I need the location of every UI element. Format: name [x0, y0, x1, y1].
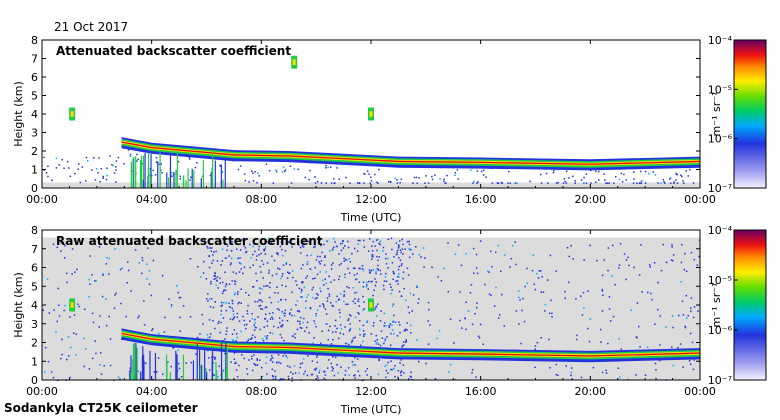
colorbar-tick-label: 10⁻⁷: [708, 182, 732, 195]
y-tick-label: 7: [31, 243, 38, 256]
colorbar: [733, 229, 767, 381]
x-tick-label: 04:00: [136, 193, 168, 206]
x-tick-label: 00:00: [684, 193, 716, 206]
x-tick-label: 08:00: [245, 193, 277, 206]
colorbar-tick-label: 10⁻⁴: [708, 34, 733, 47]
colorbar-tick-label: 10⁻⁴: [708, 224, 733, 237]
y-tick-label: 6: [31, 262, 38, 275]
y-tick-label: 8: [31, 34, 38, 47]
elevated-layer-core-1: [70, 111, 74, 117]
x-tick-label: 12:00: [355, 193, 387, 206]
elevated-layer-core-2: [292, 59, 296, 65]
x-tick-label: 20:00: [574, 193, 606, 206]
x-tick-label: 20:00: [574, 385, 606, 398]
panel-2: Raw attenuated backscatter coefficient 0 1…: [12, 224, 767, 416]
x-tick-label: 12:00: [355, 385, 387, 398]
y-tick-label: 7: [31, 53, 38, 66]
x-tick-label: 00:00: [684, 385, 716, 398]
y-tick-label: 3: [31, 318, 38, 331]
elevated-layer-core-3: [369, 111, 373, 117]
instrument-label: Sodankyla CT25K ceilometer: [4, 401, 198, 415]
colorbar-tick-label: 10⁻⁵: [708, 274, 732, 287]
y-tick-label: 6: [31, 71, 38, 84]
elevated-layer-core-1: [70, 302, 74, 308]
x-tick-label: 00:00: [26, 193, 58, 206]
x-tick-label: 00:00: [26, 385, 58, 398]
x-axis-label: Time (UTC): [340, 211, 402, 224]
elevated-layer-core-2: [369, 302, 373, 308]
y-tick-label: 0: [31, 374, 38, 387]
colorbar-tick-label: 10⁻⁷: [708, 374, 732, 387]
cloud-layer: [121, 137, 700, 171]
colorbar-tick-label: 10⁻⁵: [708, 83, 732, 96]
cloud-layer: [121, 328, 700, 363]
x-tick-label: 16:00: [465, 193, 497, 206]
colorbar-label: m⁻¹ sr⁻¹: [710, 92, 723, 137]
colorbar: [733, 39, 767, 189]
y-tick-label: 8: [31, 224, 38, 237]
x-tick-label: 08:00: [245, 385, 277, 398]
y-tick-label: 2: [31, 145, 38, 158]
colorbar-label: m⁻¹ sr⁻¹: [710, 283, 723, 328]
y-axis-label: Height (km): [12, 272, 25, 338]
y-tick-label: 2: [31, 337, 38, 350]
y-tick-label: 1: [31, 355, 38, 368]
panel-1: Attenuated backscatter coefficient 0 1 2 3 4 5…: [12, 34, 767, 224]
y-tick-label: 1: [31, 164, 38, 177]
y-tick-label: 4: [31, 108, 38, 121]
y-tick-label: 5: [31, 90, 38, 103]
cloud-layer-peak: [121, 332, 700, 357]
panel-title: Attenuated backscatter coefficient: [56, 44, 291, 58]
x-axis-label: Time (UTC): [340, 403, 402, 416]
y-tick-label: 4: [31, 299, 38, 312]
y-tick-label: 3: [31, 127, 38, 140]
date-label: 21 Oct 2017: [54, 20, 129, 34]
panel-title: Raw attenuated backscatter coefficient: [56, 234, 323, 248]
colorbar-tick-label: 10⁻⁶: [708, 324, 733, 337]
x-tick-label: 16:00: [465, 385, 497, 398]
colorbar-tick-label: 10⁻⁶: [708, 133, 733, 146]
y-tick-label: 5: [31, 280, 38, 293]
x-tick-label: 04:00: [136, 385, 168, 398]
y-axis-label: Height (km): [12, 81, 25, 147]
cloud-layer-peak: [121, 141, 700, 165]
y-tick-label: 0: [31, 182, 38, 195]
